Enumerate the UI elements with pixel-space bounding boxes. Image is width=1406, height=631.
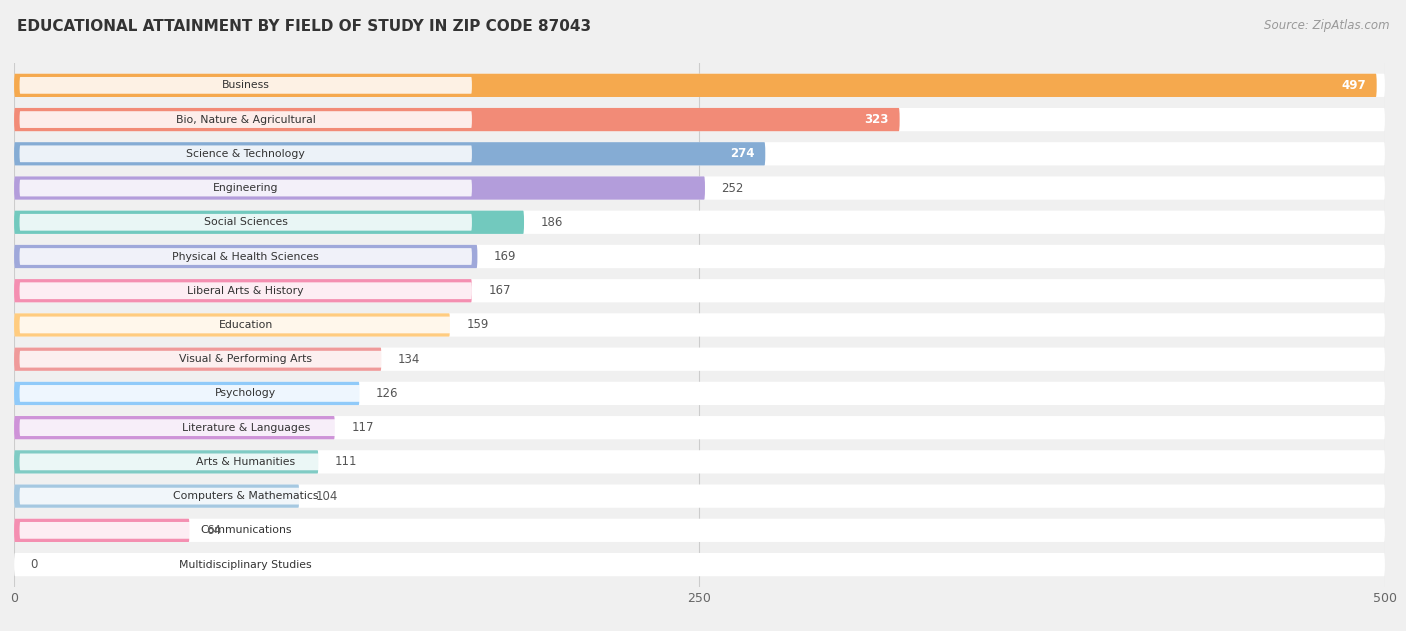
Text: Multidisciplinary Studies: Multidisciplinary Studies [180,560,312,570]
FancyBboxPatch shape [20,317,472,333]
FancyBboxPatch shape [14,519,190,542]
FancyBboxPatch shape [14,279,472,302]
Text: 274: 274 [730,147,754,160]
Text: 169: 169 [494,250,516,263]
Text: 134: 134 [398,353,420,366]
FancyBboxPatch shape [20,419,472,436]
Text: 0: 0 [31,558,38,571]
Text: 167: 167 [488,284,510,297]
FancyBboxPatch shape [14,485,299,508]
FancyBboxPatch shape [20,145,472,162]
Text: 64: 64 [207,524,221,537]
Text: 159: 159 [467,319,489,331]
Text: Arts & Humanities: Arts & Humanities [197,457,295,467]
FancyBboxPatch shape [20,385,472,402]
FancyBboxPatch shape [20,488,472,505]
Text: 104: 104 [316,490,337,503]
Text: Liberal Arts & History: Liberal Arts & History [187,286,304,296]
FancyBboxPatch shape [14,416,1385,439]
FancyBboxPatch shape [20,248,472,265]
Text: EDUCATIONAL ATTAINMENT BY FIELD OF STUDY IN ZIP CODE 87043: EDUCATIONAL ATTAINMENT BY FIELD OF STUDY… [17,19,591,34]
FancyBboxPatch shape [20,454,472,470]
Text: Education: Education [218,320,273,330]
Text: Computers & Mathematics: Computers & Mathematics [173,491,319,501]
Text: Business: Business [222,80,270,90]
FancyBboxPatch shape [14,553,1385,576]
Text: Visual & Performing Arts: Visual & Performing Arts [179,354,312,364]
Text: Social Sciences: Social Sciences [204,217,288,227]
FancyBboxPatch shape [14,451,318,473]
FancyBboxPatch shape [14,382,1385,405]
FancyBboxPatch shape [14,279,1385,302]
Text: 126: 126 [375,387,398,400]
FancyBboxPatch shape [20,77,472,94]
Text: Bio, Nature & Agricultural: Bio, Nature & Agricultural [176,115,315,124]
FancyBboxPatch shape [14,245,1385,268]
Text: 497: 497 [1341,79,1365,92]
FancyBboxPatch shape [14,177,1385,199]
Text: Psychology: Psychology [215,389,277,398]
FancyBboxPatch shape [14,142,765,165]
FancyBboxPatch shape [20,111,472,128]
Text: Communications: Communications [200,526,291,535]
FancyBboxPatch shape [14,142,1385,165]
FancyBboxPatch shape [20,214,472,231]
FancyBboxPatch shape [14,451,1385,473]
Text: Source: ZipAtlas.com: Source: ZipAtlas.com [1264,19,1389,32]
FancyBboxPatch shape [14,348,381,371]
FancyBboxPatch shape [14,211,524,234]
FancyBboxPatch shape [14,485,1385,508]
Text: 117: 117 [352,421,374,434]
Text: 186: 186 [540,216,562,229]
FancyBboxPatch shape [14,348,1385,371]
FancyBboxPatch shape [20,351,472,368]
FancyBboxPatch shape [14,519,1385,542]
FancyBboxPatch shape [20,180,472,196]
FancyBboxPatch shape [14,74,1376,97]
FancyBboxPatch shape [20,282,472,299]
FancyBboxPatch shape [14,108,1385,131]
FancyBboxPatch shape [14,211,1385,234]
FancyBboxPatch shape [20,556,472,573]
Text: Science & Technology: Science & Technology [187,149,305,159]
FancyBboxPatch shape [14,314,1385,336]
FancyBboxPatch shape [20,522,472,539]
Text: 323: 323 [865,113,889,126]
Text: 252: 252 [721,182,744,194]
Text: Physical & Health Sciences: Physical & Health Sciences [173,252,319,261]
FancyBboxPatch shape [14,108,900,131]
FancyBboxPatch shape [14,177,704,199]
FancyBboxPatch shape [14,314,450,336]
Text: 111: 111 [335,456,357,468]
FancyBboxPatch shape [14,245,478,268]
FancyBboxPatch shape [14,382,360,405]
Text: Literature & Languages: Literature & Languages [181,423,309,433]
Text: Engineering: Engineering [212,183,278,193]
FancyBboxPatch shape [14,74,1385,97]
FancyBboxPatch shape [14,416,335,439]
